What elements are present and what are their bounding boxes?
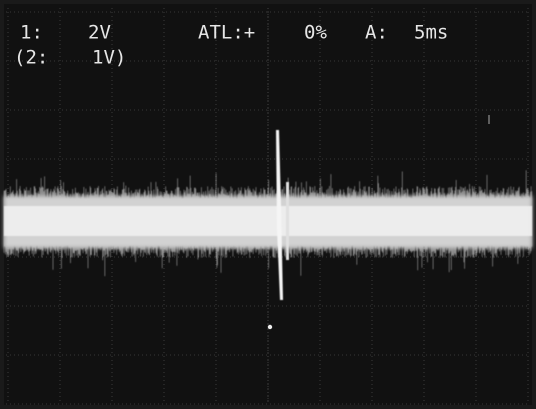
channel-2-label: (2: <box>14 47 48 69</box>
trigger-label: ATL:+ <box>198 22 255 44</box>
trigger-dot <box>267 324 273 330</box>
trigger-level: 0% <box>304 22 327 44</box>
spike <box>276 130 283 300</box>
timebase: 5ms <box>414 22 448 44</box>
channel-1-label: 1: <box>20 22 43 44</box>
spike-echo <box>286 182 289 260</box>
noise-core <box>4 206 532 236</box>
timebase-label: A: <box>365 22 388 44</box>
channel-2-scale: 1V) <box>92 47 126 69</box>
trace <box>3 115 533 330</box>
channel-1-scale: 2V <box>88 22 111 44</box>
